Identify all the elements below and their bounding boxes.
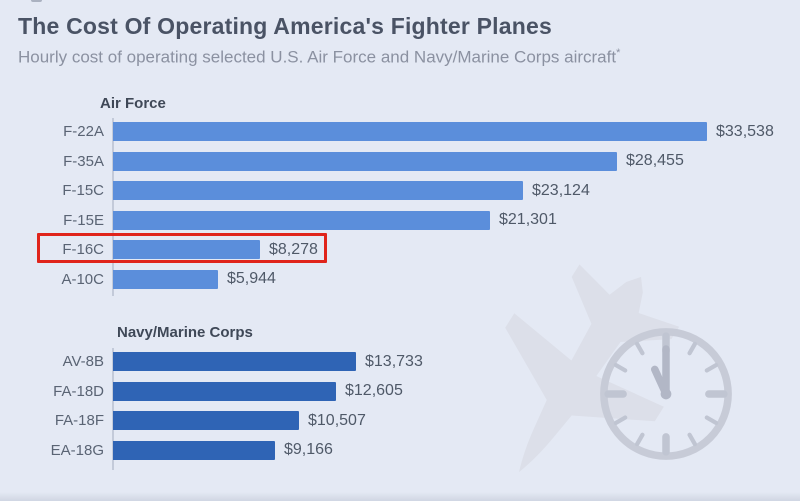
highlight-box bbox=[37, 233, 327, 263]
aircraft-label: FA-18D bbox=[53, 382, 104, 400]
aircraft-label: F-22A bbox=[63, 123, 104, 140]
cost-value: $21,301 bbox=[499, 211, 557, 228]
aircraft-label: F-15E bbox=[63, 211, 104, 229]
cost-value: $13,733 bbox=[365, 352, 423, 370]
aircraft-label: F-16C bbox=[62, 241, 104, 258]
group-header: Navy/Marine Corps bbox=[117, 324, 253, 341]
group-header: Air Force bbox=[100, 95, 166, 112]
cost-bar bbox=[113, 352, 356, 371]
bar-row: F-15E $21,301 bbox=[0, 210, 800, 230]
cost-value: $12,605 bbox=[345, 382, 403, 399]
chart-subtitle-text: Hourly cost of operating selected U.S. A… bbox=[18, 47, 617, 67]
cost-bar bbox=[113, 240, 260, 259]
chart-title: The Cost Of Operating America's Fighter … bbox=[18, 13, 552, 39]
top-edge-artifact bbox=[31, 0, 42, 2]
bar-row: FA-18F $10,507 bbox=[0, 411, 800, 430]
bar-row: EA-18G $9,166 bbox=[0, 440, 800, 460]
cost-value: $5,944 bbox=[227, 270, 276, 287]
bar-row: FA-18D $12,605 bbox=[0, 381, 800, 401]
clock-icon bbox=[600, 328, 732, 460]
cost-bar bbox=[113, 269, 218, 289]
chart-subtitle: Hourly cost of operating selected U.S. A… bbox=[18, 47, 620, 68]
bar-row: AV-8B $13,733 bbox=[0, 352, 800, 371]
cost-value: $28,455 bbox=[626, 152, 684, 169]
footnote-marker: * bbox=[616, 47, 621, 59]
cost-value: $33,538 bbox=[716, 122, 774, 140]
fighter-jet-watermark-icon bbox=[505, 264, 680, 473]
bar-row: F-22A $33,538 bbox=[0, 122, 800, 141]
aircraft-label: AV-8B bbox=[62, 353, 104, 370]
axis-baseline bbox=[112, 348, 114, 470]
axis-baseline bbox=[112, 118, 114, 296]
cost-bar bbox=[113, 122, 707, 141]
aircraft-label: FA-18F bbox=[54, 412, 104, 429]
cost-value: $10,507 bbox=[308, 411, 366, 429]
bar-row: A-10C $5,944 bbox=[0, 269, 800, 289]
cost-bar bbox=[113, 181, 523, 200]
bar-row: F-16C $8,278 bbox=[0, 240, 800, 259]
aircraft-label: F-15C bbox=[62, 182, 104, 199]
cost-value: $23,124 bbox=[532, 181, 590, 199]
cost-bar bbox=[113, 381, 336, 401]
cost-bar bbox=[113, 151, 617, 171]
bottom-fade bbox=[0, 492, 800, 501]
aircraft-label: A-10C bbox=[61, 270, 104, 288]
cost-bar bbox=[113, 411, 299, 430]
bar-row: F-15C $23,124 bbox=[0, 181, 800, 200]
bar-row: F-35A $28,455 bbox=[0, 151, 800, 171]
cost-value: $9,166 bbox=[284, 441, 333, 458]
cost-value: $8,278 bbox=[269, 240, 318, 258]
cost-bar bbox=[113, 210, 490, 230]
cost-bar bbox=[113, 440, 275, 460]
aircraft-label: EA-18G bbox=[50, 441, 104, 459]
aircraft-label: F-35A bbox=[63, 152, 104, 170]
